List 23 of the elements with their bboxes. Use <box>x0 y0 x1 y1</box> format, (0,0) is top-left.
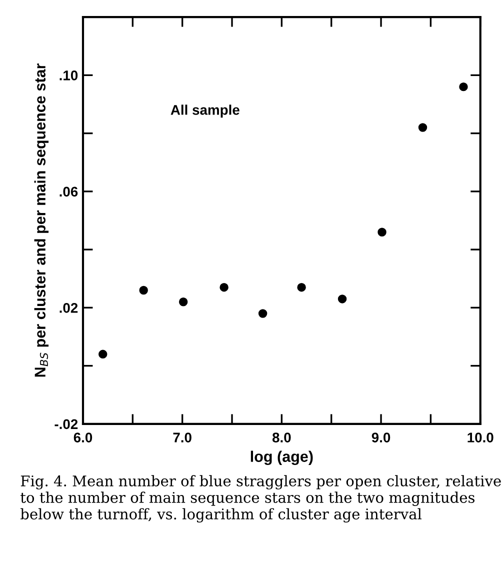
x-axis-title: log (age) <box>250 450 313 466</box>
point <box>139 286 148 295</box>
y-tick-label: .06 <box>60 186 78 197</box>
annotation: All sample <box>170 104 240 118</box>
caption: Fig. 4. Mean number of blue stragglers per open cluster, relative to the number of main sequence stars on the two magnitudes below the turnoff, vs. logarithm of cluster age interval <box>20 475 501 523</box>
y-tick-label: .10 <box>60 70 78 80</box>
point <box>418 123 428 132</box>
point <box>459 82 468 92</box>
point <box>258 309 268 318</box>
point <box>338 294 347 304</box>
y-axis-title: N$_{BS}$ per cluster and per main sequence star <box>34 64 49 377</box>
point <box>98 350 108 359</box>
y-tick-label: -.02 <box>54 419 78 430</box>
x-tick-label: 7.0 <box>173 432 192 442</box>
point <box>220 282 228 292</box>
point <box>297 282 306 292</box>
y-tick-label: .02 <box>60 303 78 313</box>
point <box>378 228 386 236</box>
x-tick-label: 10.0 <box>468 432 494 442</box>
point <box>178 297 188 306</box>
x-tick-label: 6.0 <box>74 432 92 442</box>
x-tick-label: 8.0 <box>272 432 291 442</box>
x-tick-label: 9.0 <box>372 432 390 442</box>
